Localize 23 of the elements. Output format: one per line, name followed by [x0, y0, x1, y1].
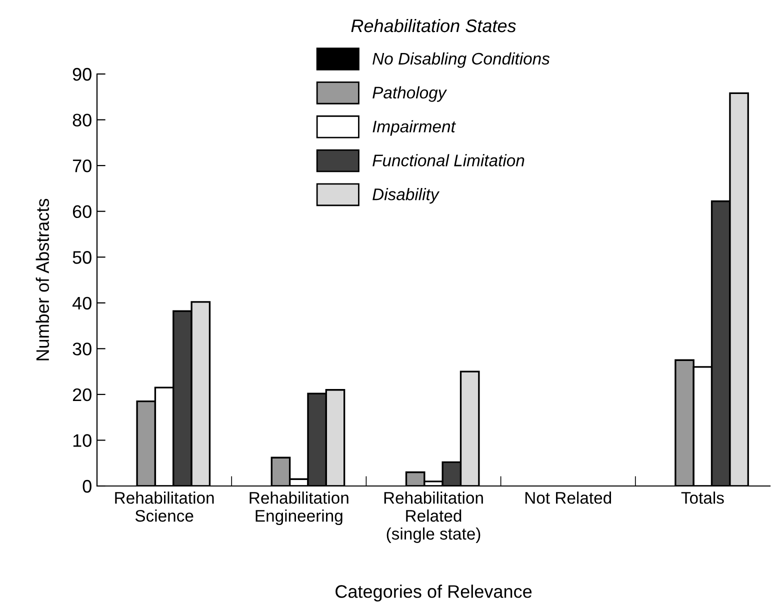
x-tick-label: Rehabilitation Related (single state)	[384, 492, 483, 543]
x-tick-label: Totals	[681, 492, 724, 504]
y-tick-label: 70	[72, 159, 92, 172]
y-tick-label: 60	[72, 205, 92, 218]
y-tick-label: 0	[82, 480, 92, 493]
legend-label: Functional Limitation	[372, 154, 524, 166]
y-tick-label: 90	[72, 68, 92, 81]
y-tick-label: 50	[72, 251, 92, 264]
y-axis-title: Number of Abstracts	[36, 198, 50, 360]
legend-label: Pathology	[372, 86, 448, 102]
legend-label: No Disabling Conditions	[372, 52, 550, 68]
legend-label: Disability	[372, 188, 440, 204]
y-tick-label: 20	[72, 388, 92, 402]
y-tick-label: 30	[72, 342, 92, 356]
legend-title: Rehabilitation States	[351, 18, 516, 32]
x-tick-label: Not Related	[525, 492, 612, 504]
x-tick-label: Rehabilitation Science	[115, 492, 214, 522]
x-tick-label: Rehabilitation Engineering	[250, 492, 348, 526]
y-tick-label: 40	[72, 296, 92, 310]
y-tick-label: 80	[72, 114, 92, 126]
legend-label: Impairment	[372, 120, 456, 136]
x-axis-title: Categories of Relevance	[336, 584, 532, 602]
y-tick-label: 10	[73, 434, 92, 447]
